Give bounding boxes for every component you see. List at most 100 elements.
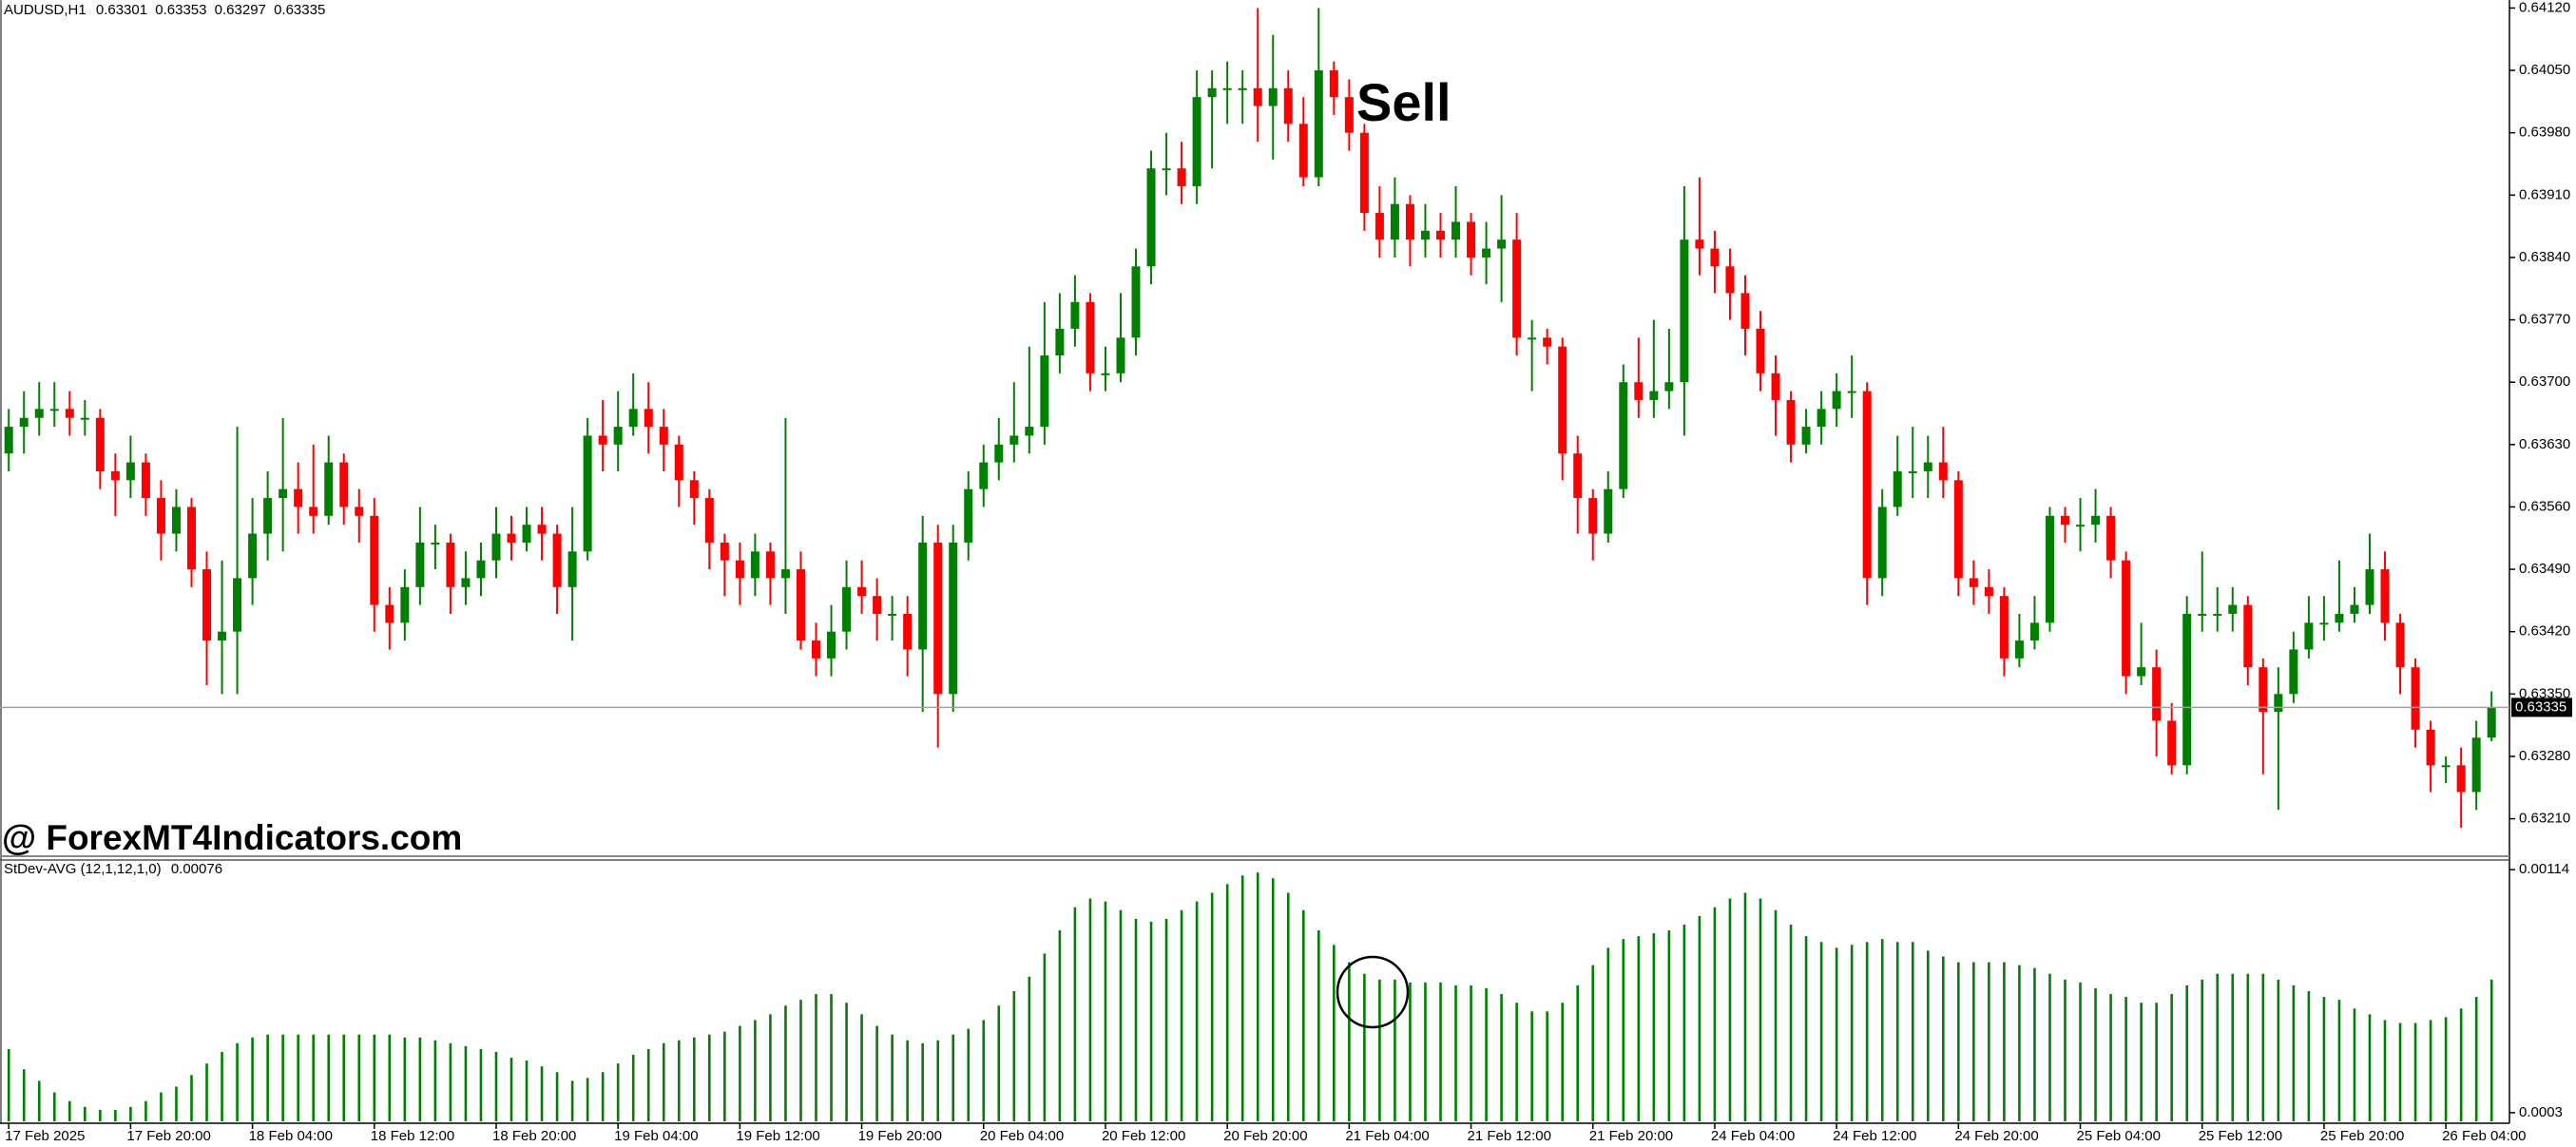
indicator-bar xyxy=(37,1080,41,1121)
candle-body xyxy=(720,542,729,561)
candle-body xyxy=(2426,729,2435,766)
candle-body xyxy=(218,631,227,641)
indicator-bar xyxy=(1058,930,1062,1121)
indicator-bar xyxy=(1012,991,1016,1121)
candle-body xyxy=(1832,391,1841,410)
symbol: AUDUSD,H1 xyxy=(4,2,87,18)
candle-body xyxy=(2122,560,2131,677)
candle-body xyxy=(171,507,181,534)
candle-body xyxy=(95,417,105,471)
indicator-bar xyxy=(1561,1003,1564,1121)
candle-body xyxy=(1908,470,1917,473)
indicator-bar xyxy=(2109,994,2112,1121)
indicator-bar xyxy=(1713,907,1717,1121)
indicator-bar xyxy=(1439,982,1442,1121)
indicator-bar xyxy=(631,1054,635,1121)
candle-body xyxy=(446,542,455,587)
x-tick-label: 20 Feb 20:00 xyxy=(1223,1128,1307,1144)
indicator-bar xyxy=(2155,1003,2158,1121)
indicator-bar xyxy=(525,1061,529,1121)
candle-body xyxy=(4,427,13,454)
indicator-bar xyxy=(936,1040,939,1121)
indicator-bar xyxy=(160,1092,163,1121)
indicator-bar xyxy=(799,1000,802,1121)
candle-body xyxy=(1984,586,1993,597)
indicator-bar xyxy=(1409,982,1412,1121)
current-price-box xyxy=(2511,698,2572,717)
candle-body xyxy=(873,596,882,614)
candle-body xyxy=(2182,613,2192,766)
candle-body xyxy=(537,525,547,534)
indicator-bar xyxy=(251,1037,254,1121)
candle-body xyxy=(1528,337,1537,340)
indicator-bar xyxy=(860,1014,863,1121)
candle-body xyxy=(1497,239,1507,249)
x-tick-label: 25 Feb 12:00 xyxy=(2199,1128,2282,1144)
indicator-bar xyxy=(2292,985,2296,1121)
indicator-bar xyxy=(1286,892,1290,1121)
candle-body xyxy=(979,462,989,489)
candle-body xyxy=(2045,515,2054,623)
candle-body xyxy=(1604,488,1613,534)
candle-body xyxy=(2060,515,2069,526)
x-tick-label: 19 Feb 20:00 xyxy=(858,1128,942,1144)
indicator-bar xyxy=(464,1045,468,1121)
y-tick-label: 0.63910 xyxy=(2519,186,2570,202)
candle-body xyxy=(1664,382,1674,392)
candle-body xyxy=(34,409,44,418)
indicator-bar xyxy=(1119,909,1123,1121)
indicator-bar xyxy=(1972,962,1975,1121)
candle-body xyxy=(964,488,973,543)
candle-body xyxy=(110,470,120,481)
candle-body xyxy=(431,542,440,545)
candle-body xyxy=(1558,346,1567,454)
indicator-bar xyxy=(982,1020,986,1121)
candle-body xyxy=(1375,213,1384,240)
indicator-bar xyxy=(2231,973,2235,1121)
candle-body xyxy=(1740,293,1750,329)
candle-body xyxy=(674,444,683,481)
indicator-bar xyxy=(1301,909,1305,1121)
candle-body xyxy=(918,542,928,650)
candle-body xyxy=(765,551,775,579)
indicator-bar xyxy=(2459,1008,2463,1121)
indicator-bar xyxy=(1378,979,1381,1121)
candle-body xyxy=(2228,604,2238,614)
indicator-bar xyxy=(2474,997,2478,1121)
candle-body xyxy=(2198,613,2207,616)
x-tick-label: 19 Feb 04:00 xyxy=(614,1128,698,1144)
candle-body xyxy=(2152,667,2162,721)
y-tick-label: 0.63420 xyxy=(2519,623,2570,640)
x-tick-label: 24 Feb 04:00 xyxy=(1711,1128,1795,1144)
indicator-bar xyxy=(723,1031,726,1121)
candle-body xyxy=(628,409,638,428)
x-tick-label: 20 Feb 12:00 xyxy=(1102,1128,1185,1144)
candle-body xyxy=(2471,737,2481,793)
candle-body xyxy=(1969,578,1978,587)
candle-body xyxy=(2487,707,2496,738)
x-tick-label: 18 Feb 20:00 xyxy=(492,1128,576,1144)
candle-body xyxy=(141,462,150,499)
y-tick-label: 0.63630 xyxy=(2519,436,2570,452)
candle-body xyxy=(1786,399,1796,445)
indicator-bar xyxy=(1424,982,1427,1121)
indicator-bar xyxy=(2003,962,2006,1121)
candle-body xyxy=(263,498,273,534)
indicator-bar xyxy=(769,1014,772,1121)
indicator-bar xyxy=(1317,930,1320,1121)
indicator-bar xyxy=(1698,915,1701,1121)
candle-body xyxy=(385,604,394,623)
indicator-bar xyxy=(2489,979,2493,1121)
indicator-bar xyxy=(2398,1023,2402,1121)
indicator-bar xyxy=(373,1034,376,1121)
indicator-bar xyxy=(1333,945,1336,1121)
indicator-bar xyxy=(84,1106,87,1121)
candle-body xyxy=(1040,355,1049,428)
indicator-bar xyxy=(601,1072,605,1121)
candle-body xyxy=(2304,622,2314,650)
candle-body xyxy=(598,435,607,445)
candle-body xyxy=(1314,70,1323,178)
indicator-bar xyxy=(1028,976,1031,1121)
candle-body xyxy=(613,427,623,445)
